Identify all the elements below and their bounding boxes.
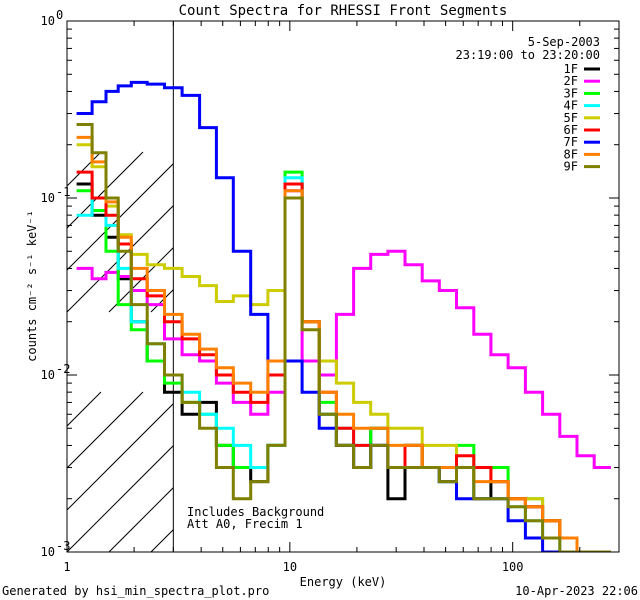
hatch-line (67, 391, 144, 469)
series-line-1F (76, 182, 611, 552)
chart-title: Count Spectra for RHESSI Front Segments (179, 3, 508, 19)
series-line-5F (76, 143, 611, 552)
hatch-line (319, 152, 479, 312)
hatch-line (108, 486, 174, 552)
hatch-line (108, 246, 174, 313)
y-tick-exponent: -1 (56, 185, 70, 199)
legend-label-1F: 1F (564, 62, 578, 76)
legend-label-6F: 6F (564, 123, 578, 137)
annotation-background: Includes Background (187, 505, 324, 519)
legend-time-range: 23:19:00 to 23:20:00 (456, 48, 601, 62)
hatch-line (361, 152, 521, 312)
series-line-4F (76, 176, 611, 552)
hatch-line (613, 152, 640, 312)
x-axis-label: Energy (keV) (300, 575, 387, 589)
legend-label-3F: 3F (564, 86, 578, 100)
hatch-line (0, 152, 17, 312)
annotation-attenuator: Att A0, Frecim 1 (187, 517, 303, 531)
y-tick-exponent: -3 (56, 539, 70, 553)
y-tick-label: 10 (41, 368, 55, 382)
hatch-line (361, 392, 521, 552)
y-axis-label: counts cm⁻² s⁻¹ keV⁻¹ (25, 210, 39, 362)
series-layer (76, 80, 611, 552)
x-tick-label: 10 (283, 560, 297, 574)
legend-label-9F: 9F (564, 160, 578, 174)
footer-generated-by: Generated by hsi_min_spectra_plot.pro (2, 584, 269, 598)
y-tick-exponent: 0 (56, 8, 63, 22)
hatch-line (235, 152, 395, 312)
legend-label-5F: 5F (564, 111, 578, 125)
x-tick-label: 100 (502, 560, 524, 574)
legend-label-2F: 2F (564, 74, 578, 88)
legend-label-4F: 4F (564, 99, 578, 113)
hatch-line (571, 152, 640, 312)
hatch-line (67, 391, 102, 427)
series-line-3F (76, 170, 611, 552)
hatch-line (67, 151, 144, 229)
hatch-line (529, 392, 640, 552)
axis-ticks (66, 21, 620, 553)
plot-frame (66, 20, 620, 553)
y-tick-exponent: -2 (56, 362, 70, 376)
series-line-8F (76, 135, 611, 552)
hatch-line (487, 392, 640, 552)
hatch-line (403, 392, 563, 552)
hatch-line (571, 392, 640, 552)
series-line-7F (76, 80, 611, 552)
hatch-line (445, 152, 605, 312)
hatch-line (487, 152, 640, 312)
legend-label-7F: 7F (564, 135, 578, 149)
series-line-2F (76, 189, 611, 469)
y-tick-label: 10 (41, 545, 55, 559)
hatch-line (613, 392, 640, 552)
x-tick-label: 1 (63, 560, 70, 574)
x-tick-labels: 1 10 100 (63, 560, 523, 574)
legend-label-8F: 8F (564, 147, 578, 161)
legend-date: 5-Sep-2003 (528, 35, 600, 49)
hatch-line (0, 392, 59, 552)
series-line-9F (76, 123, 611, 552)
y-tick-label: 10 (41, 14, 55, 28)
hatch-line (403, 152, 563, 312)
hatch-line (67, 204, 174, 313)
footer-timestamp: 10-Apr-2023 22:06 (515, 584, 638, 598)
hatch-line (67, 402, 174, 511)
hatch-line (0, 392, 17, 552)
hatch-line (529, 152, 640, 312)
hatch-line (67, 151, 102, 187)
hatch-line (67, 444, 174, 552)
hatch-line (150, 288, 174, 313)
y-tick-label: 10 (41, 191, 55, 205)
